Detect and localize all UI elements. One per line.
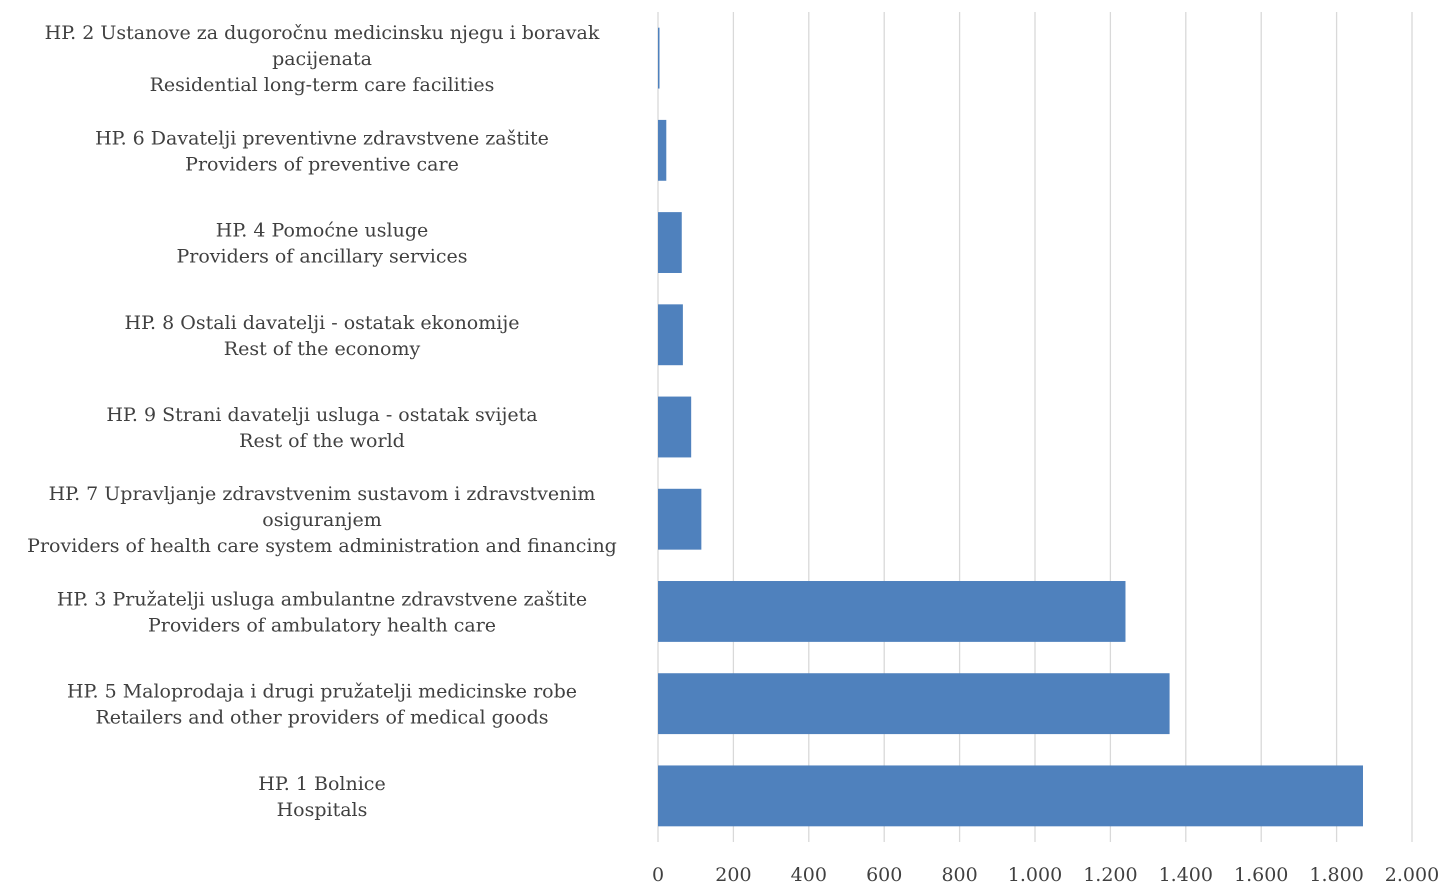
category-label-line: HP. 5 Maloprodaja i drugi pružatelji med…: [67, 681, 577, 703]
category-label-line: HP. 8 Ostali davatelji - ostatak ekonomi…: [125, 312, 520, 334]
category-label-line: HP. 1 Bolnice: [258, 773, 385, 795]
category-label-line: Retailers and other providers of medical…: [95, 707, 548, 729]
bar: [658, 765, 1363, 827]
x-tick-label: 1.800: [1309, 864, 1363, 886]
category-label-line: HP. 6 Davatelji preventivne zdravstvene …: [95, 127, 549, 149]
category-label-line: Rest of the world: [239, 430, 405, 452]
category-label: HP. 4 Pomoćne usluge Providers of ancilla…: [176, 220, 467, 268]
bar: [658, 673, 1170, 735]
bar: [658, 396, 692, 458]
x-tick-label: 800: [941, 864, 977, 886]
category-label: HP. 3 Pružatelji usluga ambulantne zdrav…: [57, 588, 587, 636]
category-label-line: Residential long-term care facilities: [150, 74, 495, 96]
bars: [658, 27, 1363, 827]
x-tick-label: 200: [715, 864, 751, 886]
category-label-line: Providers of preventive care: [185, 153, 459, 175]
x-tick-label: 1.000: [1008, 864, 1062, 886]
category-label-line: Providers of health care system administ…: [27, 535, 617, 557]
category-label-line: HP. 7 Upravljanje zdravstvenim sustavom …: [49, 483, 596, 505]
bar: [658, 304, 683, 366]
x-tick-label: 2.000: [1385, 864, 1439, 886]
category-label-line: Hospitals: [277, 799, 368, 821]
x-axis-ticks: 0 200 400 600 800 1.000 1.200 1.400 1.600 1.800 2.…: [652, 864, 1439, 886]
category-label-line: Providers of ancillary services: [176, 246, 467, 268]
category-label: HP. 8 Ostali davatelji - ostatak ekonomi…: [125, 312, 520, 360]
category-label-line: HP. 3 Pružatelji usluga ambulantne zdrav…: [57, 588, 587, 610]
category-label-line: HP. 9 Strani davatelji usluga - ostatak …: [106, 404, 537, 426]
category-label-line: Rest of the economy: [224, 338, 421, 360]
x-tick-label: 1.600: [1234, 864, 1288, 886]
category-label: HP. 1 Bolnice Hospitals: [258, 773, 385, 821]
category-label-line: HP. 2 Ustanove za dugoročnu medicinsku n…: [45, 22, 600, 44]
category-label: HP. 6 Davatelji preventivne zdravstvene …: [95, 127, 549, 175]
x-tick-label: 1.200: [1083, 864, 1137, 886]
x-tick-label: 0: [652, 864, 664, 886]
bar: [658, 27, 660, 89]
x-tick-label: 400: [791, 864, 827, 886]
category-label-line: Providers of ambulatory health care: [148, 614, 496, 636]
bar: [658, 488, 702, 550]
category-label-line: pacijenata: [272, 48, 372, 70]
category-labels: HP. 2 Ustanove za dugoročnu medicinsku n…: [27, 22, 617, 821]
category-label: HP. 2 Ustanove za dugoročnu medicinsku n…: [45, 22, 600, 96]
bar: [658, 212, 682, 273]
category-label-line: osiguranjem: [262, 509, 381, 531]
category-label-line: HP. 4 Pomoćne usluge: [216, 220, 429, 242]
bar: [658, 581, 1126, 642]
bar: [658, 119, 667, 181]
category-label: HP. 5 Maloprodaja i drugi pružatelji med…: [67, 681, 577, 729]
x-tick-label: 1.400: [1159, 864, 1213, 886]
x-tick-label: 600: [866, 864, 902, 886]
category-label: HP. 7 Upravljanje zdravstvenim sustavom …: [27, 483, 617, 557]
category-label: HP. 9 Strani davatelji usluga - ostatak …: [106, 404, 537, 452]
grid-lines: [657, 12, 1413, 842]
